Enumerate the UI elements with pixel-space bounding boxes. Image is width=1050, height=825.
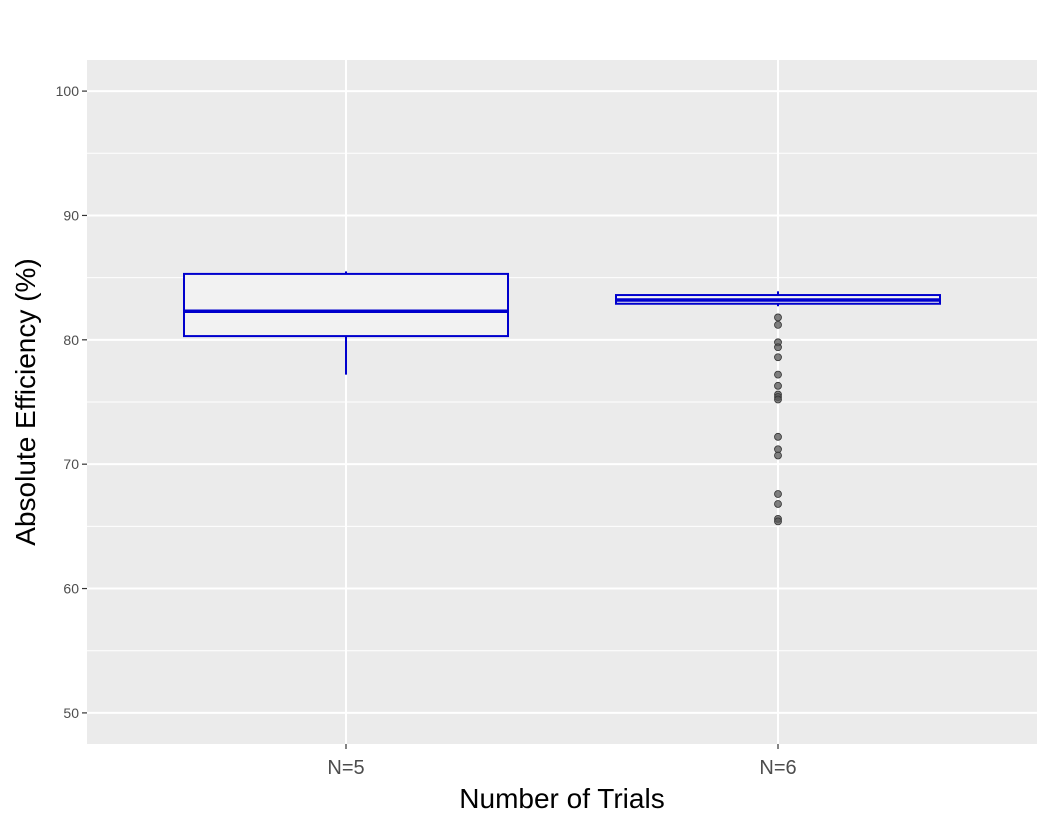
outlier-point [774,381,782,390]
x-axis-ticks: N=5 N=6 [327,744,797,779]
y-tick-label: 90 [63,207,79,223]
y-tick-label: 70 [63,456,79,472]
box-n5 [183,271,509,375]
y-axis-title: Absolute Efficiency (%) [10,258,41,545]
outlier-point [774,490,782,498]
y-tick-label: 100 [56,83,80,99]
outlier-point [774,517,782,526]
outlier-point [774,370,782,379]
outlier-point [774,432,782,441]
grid-lines [87,60,1037,744]
y-tick-label: 80 [63,332,79,348]
box-body [183,272,509,338]
outlier-point [774,395,782,404]
y-tick-label: 60 [63,581,79,597]
outlier-point [774,313,782,322]
outlier-point [774,343,782,352]
x-tick-label: N=5 [327,757,364,779]
x-tick-label: N=6 [759,757,796,779]
box-n6 [615,291,941,526]
x-axis-title: Number of Trials [459,783,664,814]
y-tick-label: 50 [63,705,79,721]
y-axis-ticks: 50 60 70 80 90 100 [56,83,87,721]
outlier-point [774,320,782,329]
boxes [183,271,941,526]
outlier-point [774,353,782,362]
outlier-point [774,451,782,460]
outlier-point [774,500,782,508]
